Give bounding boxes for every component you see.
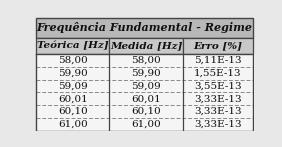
- Text: 5,11E-13: 5,11E-13: [194, 56, 241, 65]
- Bar: [36, 18, 253, 38]
- Bar: [109, 38, 183, 54]
- Text: 59,90: 59,90: [58, 69, 88, 78]
- Bar: [183, 54, 253, 67]
- Bar: [183, 38, 253, 54]
- Bar: [183, 92, 253, 105]
- Text: 60,10: 60,10: [131, 107, 161, 116]
- Bar: [36, 92, 109, 105]
- Bar: [36, 38, 109, 54]
- Bar: [36, 54, 109, 67]
- Text: 61,00: 61,00: [58, 120, 88, 129]
- Bar: [109, 105, 183, 118]
- Bar: [109, 67, 183, 80]
- Text: 60,10: 60,10: [58, 107, 88, 116]
- Bar: [183, 67, 253, 80]
- Text: 58,00: 58,00: [131, 56, 161, 65]
- Text: Erro [%]: Erro [%]: [193, 41, 242, 50]
- Text: 3,33E-13: 3,33E-13: [194, 94, 241, 103]
- Text: 3,33E-13: 3,33E-13: [194, 107, 241, 116]
- Bar: [183, 80, 253, 92]
- Bar: [109, 118, 183, 131]
- Bar: [109, 54, 183, 67]
- Bar: [36, 105, 109, 118]
- Text: 59,09: 59,09: [58, 81, 88, 90]
- Text: 60,01: 60,01: [58, 94, 88, 103]
- Bar: [36, 118, 109, 131]
- Text: 59,90: 59,90: [131, 69, 161, 78]
- Text: 59,09: 59,09: [131, 81, 161, 90]
- Text: 1,55E-13: 1,55E-13: [194, 69, 241, 78]
- Text: 3,33E-13: 3,33E-13: [194, 120, 241, 129]
- Text: 3,55E-13: 3,55E-13: [194, 81, 241, 90]
- Text: 60,01: 60,01: [131, 94, 161, 103]
- Text: Frequência Fundamental - Regime: Frequência Fundamental - Regime: [37, 22, 252, 33]
- Text: 58,00: 58,00: [58, 56, 88, 65]
- Bar: [183, 118, 253, 131]
- Bar: [36, 80, 109, 92]
- Text: Medida [Hz]: Medida [Hz]: [110, 41, 182, 50]
- Bar: [36, 67, 109, 80]
- Bar: [109, 80, 183, 92]
- Text: 61,00: 61,00: [131, 120, 161, 129]
- Bar: [109, 92, 183, 105]
- Bar: [183, 105, 253, 118]
- Text: Teórica [Hz]: Teórica [Hz]: [37, 41, 109, 51]
